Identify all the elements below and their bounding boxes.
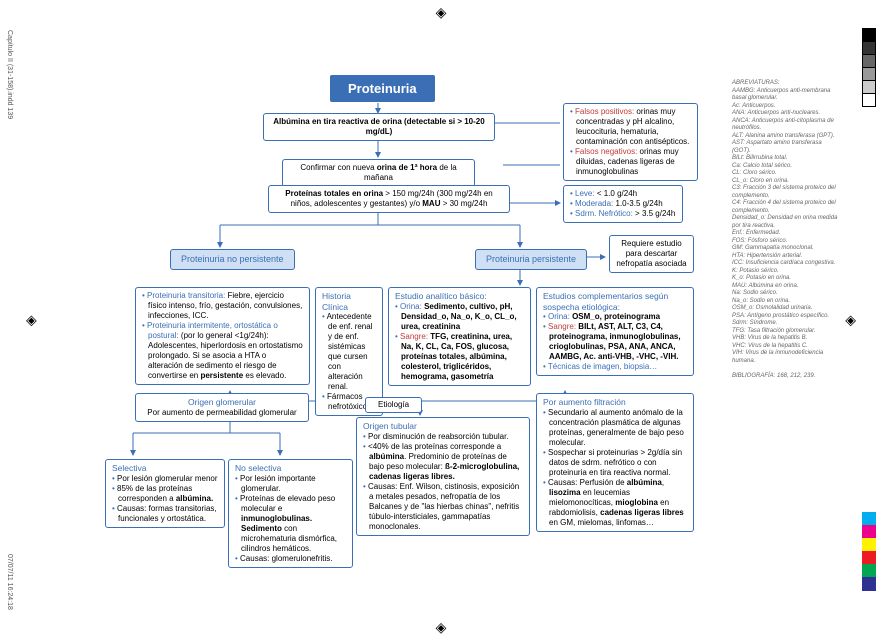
pp-header: Proteinuria persistente [475,249,587,270]
falsos-box: Falsos positivos: orinas muy concentrada… [563,103,698,181]
req-box: Requiere estudio para descartar nefropat… [609,235,694,273]
etio-box: Etiología [365,397,422,413]
ea-box: Estudio analítico básico: Orina: Sedimen… [388,287,531,386]
title: Proteinuria [330,75,435,102]
margin-left: Capítulo II (31-158).indd 139 [6,30,13,119]
crop-left: ◈ [26,312,37,329]
ec-box: Estudios complementarios según sospecha … [536,287,694,376]
step-confirm: Confirmar con nueva orina de 1ª hora de … [282,159,475,187]
grade-box: Leve: < 1.0 g/24h Moderada: 1.0-3.5 g/24… [563,185,683,223]
step-proteinas: Proteínas totales en orina > 150 mg/24h … [268,185,510,213]
nsel-box: No selectiva Por lesión importante glome… [228,459,353,568]
sel-box: Selectiva Por lesión glomerular menor 85… [105,459,225,528]
crop-top: ◈ [436,4,447,21]
og-box: Origen glomerular Por aumento de permeab… [135,393,309,422]
abbreviations: ABREVIATURAS: AAMBG: Anticuerpos anti-me… [732,80,842,380]
pf-box: Por aumento filtración Secundario al aum… [536,393,694,532]
step-albumina: Albúmina en tira reactiva de orina (dete… [263,113,495,141]
ot-box: Origen tubular Por disminución de reabso… [356,417,530,536]
np-detail: Proteinuria transitoria: Fiebre, ejercic… [135,287,310,385]
color-bar [862,512,876,590]
abbrev-lines: AAMBG: Anticuerpos anti-membrana basal g… [732,88,842,366]
np-header: Proteinuria no persistente [170,249,295,270]
crop-right: ◈ [845,312,856,329]
crop-bottom: ◈ [436,619,447,636]
grayscale-bar [862,28,876,106]
margin-bottom: 07/07/11 16:24:18 [6,554,13,610]
